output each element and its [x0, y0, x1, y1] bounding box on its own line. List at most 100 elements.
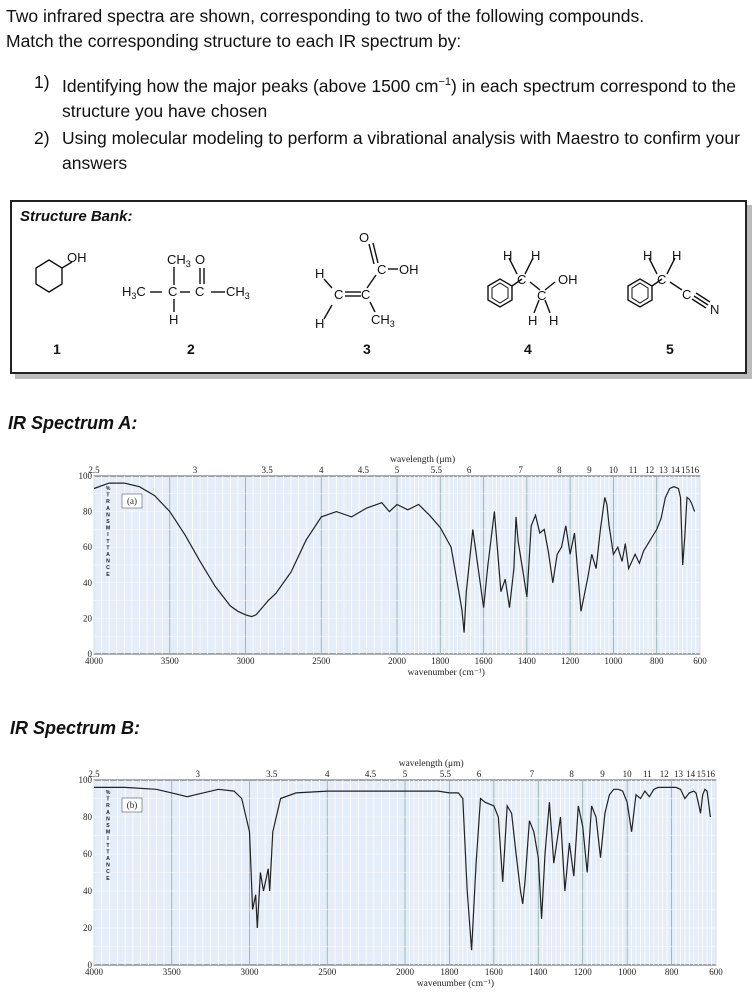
top-tick-label: 5.5 [431, 465, 443, 475]
x-tick-label: 1600 [475, 656, 494, 666]
top-tick-label: 8 [569, 769, 574, 779]
atom-label: C [168, 284, 177, 299]
y-axis-label-letter: T [106, 843, 110, 849]
atom-label: CH3 [371, 312, 395, 329]
y-tick-label: 20 [83, 613, 93, 623]
top-tick-label: 11 [643, 769, 652, 779]
x-axis-label: wavenumber (cm⁻¹) [417, 978, 494, 989]
top-tick-label: 5 [403, 769, 408, 779]
top-tick-label: 10 [609, 465, 619, 475]
top-tick-label: 4 [325, 769, 330, 779]
x-tick-label: 1600 [485, 967, 504, 977]
atom-label: H [528, 313, 537, 328]
y-axis-label-letter: E [106, 876, 110, 882]
atom-label: C [517, 272, 526, 287]
atom-label: C [334, 287, 343, 302]
x-axis-label: wavenumber (cm⁻¹) [408, 667, 485, 678]
sample-tag: (b) [127, 800, 138, 810]
x-tick-label: 2000 [388, 656, 407, 666]
atom-label: H [549, 313, 558, 328]
y-tick-label: 0 [88, 960, 93, 970]
intro-line-2: Match the corresponding structure to eac… [6, 31, 462, 51]
step-number: 2) [34, 127, 50, 148]
top-tick-label: 14 [686, 769, 696, 779]
y-axis-label-letter: N [106, 863, 110, 869]
x-tick-label: 2000 [396, 967, 415, 977]
y-axis-label-letter: C [106, 565, 110, 571]
step-number: 1) [34, 72, 50, 92]
x-tick-label: 3000 [237, 656, 256, 666]
structure-bank: Structure Bank: [10, 200, 747, 374]
top-tick-label: 12 [660, 769, 669, 779]
instruction-step-2: 2) Using molecular modeling to perform a… [34, 126, 750, 176]
intro-line-1: Two infrared spectra are shown, correspo… [6, 6, 645, 26]
y-axis-label-letter: A [106, 552, 110, 558]
atom-label: H [169, 312, 178, 327]
top-tick-label: 5.5 [440, 769, 452, 779]
atom-label: OH [67, 250, 87, 265]
atom-label: OH [558, 272, 578, 287]
y-axis-label-letter: S [106, 519, 110, 525]
superscript: −1 [438, 76, 452, 88]
x-tick-label: 1800 [431, 656, 450, 666]
atom-label: C [195, 284, 204, 299]
top-tick-label: 15 [681, 465, 691, 475]
ir-spectrum-b-chart: 2.5 3 3.5 4 4.5 5 5.5 6 7 8 9 10 11 12 13 14 15 16 wavelen… [79, 758, 724, 989]
top-tick-label: 4 [319, 465, 324, 475]
y-axis-label-letter: C [106, 869, 110, 875]
y-tick-label: 40 [83, 886, 93, 896]
cyclohexane-ring [35, 259, 63, 293]
top-tick-label: 3 [193, 465, 198, 475]
step-text: Using molecular modeling to perform a vi… [62, 127, 740, 173]
atom-label: H [531, 248, 540, 263]
sample-tag-box [121, 493, 143, 509]
atom-label: H [672, 248, 681, 263]
top-tick-label: 9 [587, 465, 592, 475]
x-tick-label: 800 [665, 967, 679, 977]
x-tick-label: 2500 [318, 967, 337, 977]
atom-label: O [195, 252, 205, 267]
atom-label: H [503, 248, 512, 263]
spectrum-trace [94, 786, 711, 951]
y-axis-label-letter: A [106, 506, 110, 512]
spectrum-b-title: IR Spectrum B: [10, 718, 141, 738]
top-tick-label: 13 [659, 465, 669, 475]
instruction-list: 1) Identifying how the major peaks (abov… [34, 70, 750, 178]
instruction-step-1: 1) Identifying how the major peaks (abov… [34, 70, 750, 124]
y-axis-label-letter: N [106, 816, 110, 822]
y-tick-label: 40 [83, 578, 93, 588]
y-axis-label-letter: T [106, 539, 110, 545]
top-tick-label: 15 [697, 769, 707, 779]
horizontal-gridlines [94, 798, 716, 947]
x-tick-label: 3000 [241, 967, 260, 977]
atom-label: H3C [122, 284, 146, 301]
top-tick-label: 11 [629, 465, 638, 475]
structure-drawings: OH CH3 O H3C C C CH3 H H C C H CH3 O C O… [35, 230, 719, 357]
y-axis-label-letter: R [106, 803, 110, 809]
atom-label: C [657, 272, 666, 287]
top-tick-label: 16 [706, 769, 716, 779]
y-axis-label-letter: % [106, 486, 111, 492]
atom-label: H [315, 316, 324, 331]
top-tick-label: 12 [645, 465, 654, 475]
y-axis-label-letter: % [106, 790, 111, 796]
x-tick-label: 1000 [618, 967, 637, 977]
y-axis-label-letter: N [106, 559, 110, 565]
step-text: Identifying how the major peaks (above 1… [62, 75, 737, 121]
top-tick-label: 3.5 [266, 769, 278, 779]
y-axis-label-letter: I [107, 836, 109, 842]
atom-label: CH3 [167, 252, 191, 269]
x-tick-label: 1400 [529, 967, 548, 977]
atom-label: C [361, 287, 370, 302]
y-axis-label-letter: R [106, 499, 110, 505]
top-tick-label: 14 [671, 465, 681, 475]
top-tick-label: 13 [674, 769, 684, 779]
y-axis-label-letter: E [106, 572, 110, 578]
x-tick-label: 3500 [163, 967, 182, 977]
top-tick-label: 7 [518, 465, 523, 475]
y-axis-label-letter: A [106, 810, 110, 816]
atom-label: O [359, 230, 369, 245]
top-tick-label: 16 [690, 465, 700, 475]
y-axis-label-letter: T [106, 849, 110, 855]
y-axis-label-letter: M [106, 526, 110, 532]
